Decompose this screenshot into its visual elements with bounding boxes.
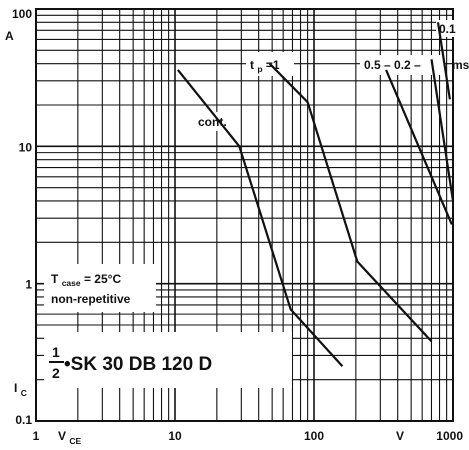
ms-group-label-box: [360, 55, 444, 75]
condition-tcase-value: = 25°C: [84, 272, 121, 286]
x-tick-label: 1: [33, 429, 40, 443]
y-tick-label: 1: [25, 278, 32, 292]
annotation-t01: 0.1: [439, 22, 456, 36]
annotation-tp-value: =1: [266, 58, 280, 72]
x-unit-label: V: [396, 429, 404, 443]
series-line-1: [177, 69, 344, 368]
x-axis-label: V CE: [58, 429, 81, 446]
y-unit-label: A: [5, 29, 14, 43]
y-axis-label-sub: C: [21, 388, 27, 398]
condition-nonrep: non-repetitive: [51, 292, 131, 306]
annotation-tp: t p =1: [250, 58, 280, 75]
series-line-3: [385, 69, 453, 225]
plot-frame: [35, 8, 454, 422]
condition-box: [44, 264, 156, 312]
series-line-5: [436, 22, 451, 100]
annotation-tp-sub: p: [257, 64, 262, 74]
annotation-tp-main: t: [250, 58, 254, 72]
annotation-cont: cont.: [198, 115, 227, 129]
condition-tcase-sub: case: [62, 278, 81, 288]
annotation-ms-unit: ms: [452, 58, 469, 72]
x-axis-label-main: V: [58, 429, 66, 443]
title-box: [44, 332, 292, 388]
y-unit-box: [2, 26, 16, 44]
y-tick-label: 10: [19, 140, 33, 154]
x-tick-label: 100: [304, 429, 324, 443]
x-tick-label: 1000: [436, 429, 463, 443]
x-axis-label-sub: CE: [69, 436, 81, 446]
chart-title: •SK 30 DB 120 D: [64, 354, 212, 375]
title-frac-den: 2: [52, 365, 60, 381]
y-axis-label-main: I: [14, 381, 17, 395]
y-tick-label: 0.1: [15, 413, 32, 427]
label-backgrounds: [2, 20, 454, 388]
x-tick-label: 10: [168, 429, 182, 443]
series-lines: [177, 22, 455, 368]
cont-label-box: [193, 112, 237, 131]
annotation-ms-group: 0.5 – 0.2 –: [364, 58, 421, 72]
condition-tcase-main: T: [51, 272, 59, 286]
series-line-2: [268, 62, 433, 343]
condition-tcase: T case = 25°C: [51, 272, 121, 289]
series-line-4: [430, 59, 455, 202]
y-tick-label: 100: [12, 7, 32, 21]
title-frac-num: 1: [52, 344, 60, 360]
y-axis-label: I C: [14, 381, 27, 398]
